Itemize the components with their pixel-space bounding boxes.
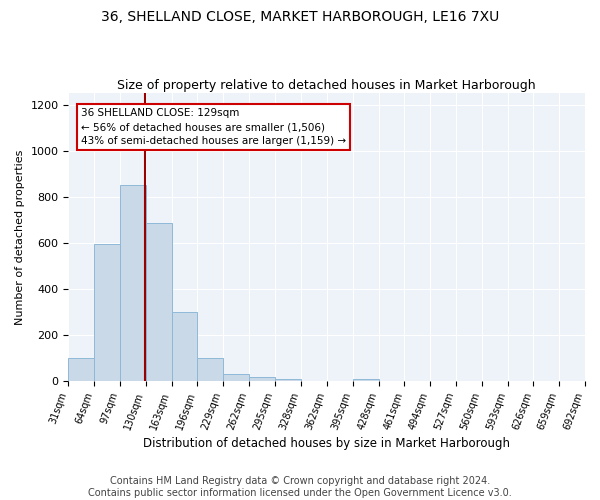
Title: Size of property relative to detached houses in Market Harborough: Size of property relative to detached ho… bbox=[118, 79, 536, 92]
Bar bbox=[249, 376, 275, 381]
Text: Contains HM Land Registry data © Crown copyright and database right 2024.
Contai: Contains HM Land Registry data © Crown c… bbox=[88, 476, 512, 498]
Bar bbox=[172, 312, 197, 381]
Bar bbox=[68, 358, 94, 381]
Bar bbox=[94, 244, 120, 381]
Text: 36 SHELLAND CLOSE: 129sqm
← 56% of detached houses are smaller (1,506)
43% of se: 36 SHELLAND CLOSE: 129sqm ← 56% of detac… bbox=[81, 108, 346, 146]
Text: 36, SHELLAND CLOSE, MARKET HARBOROUGH, LE16 7XU: 36, SHELLAND CLOSE, MARKET HARBOROUGH, L… bbox=[101, 10, 499, 24]
Y-axis label: Number of detached properties: Number of detached properties bbox=[15, 150, 25, 325]
Bar bbox=[275, 379, 301, 381]
Bar bbox=[223, 374, 249, 381]
X-axis label: Distribution of detached houses by size in Market Harborough: Distribution of detached houses by size … bbox=[143, 437, 510, 450]
Bar bbox=[197, 358, 223, 381]
Bar bbox=[146, 224, 172, 381]
Bar bbox=[120, 186, 146, 381]
Bar bbox=[353, 379, 379, 381]
